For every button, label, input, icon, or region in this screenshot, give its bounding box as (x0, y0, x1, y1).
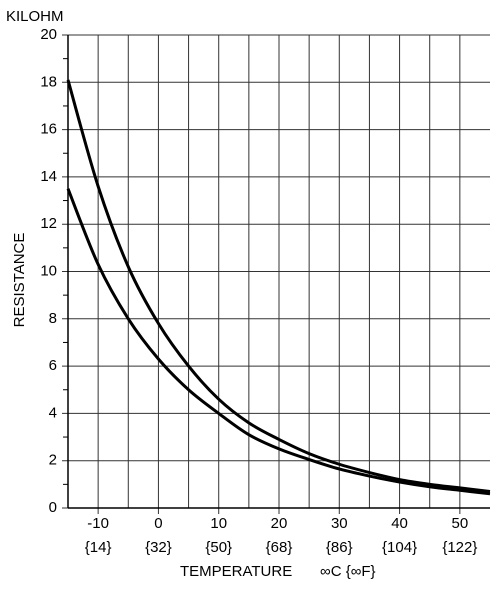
x-tick-label-fahrenheit: {32} (145, 539, 172, 556)
x-tick-label: -10 (87, 515, 109, 532)
y-tick-label: 20 (40, 26, 57, 43)
y-tick-label: 4 (49, 404, 57, 421)
y-axis-label: RESISTANCE (11, 233, 28, 328)
x-tick-label-fahrenheit: {50} (205, 539, 232, 556)
y-tick-label: 10 (40, 262, 57, 279)
y-tick-label: 2 (49, 452, 57, 469)
x-axis-label: TEMPERATURE (180, 563, 292, 580)
y-tick-label: 8 (49, 310, 57, 327)
x-tick-label: 30 (331, 515, 348, 532)
y-tick-label: 18 (40, 73, 57, 90)
y-tick-label: 16 (40, 121, 57, 138)
y-tick-label: 0 (49, 499, 57, 516)
y-tick-label: 12 (40, 215, 57, 232)
curve (66, 79, 491, 493)
x-tick-label: 50 (452, 515, 469, 532)
x-tick-label: 40 (391, 515, 408, 532)
x-unit: ∞C {∞F} (320, 563, 376, 580)
x-tick-label: 10 (210, 515, 227, 532)
x-tick-label-fahrenheit: {86} (326, 539, 353, 556)
y-unit: KILOHM (6, 8, 64, 25)
x-tick-label: 20 (271, 515, 288, 532)
x-tick-label-fahrenheit: {122} (442, 539, 477, 556)
x-tick-label: 0 (154, 515, 162, 532)
x-tick-label-fahrenheit: {68} (266, 539, 293, 556)
x-tick-label-fahrenheit: {14} (85, 539, 112, 556)
x-tick-label-fahrenheit: {104} (382, 539, 417, 556)
y-tick-label: 6 (49, 357, 57, 374)
curve (66, 188, 491, 496)
y-tick-label: 14 (40, 168, 57, 185)
